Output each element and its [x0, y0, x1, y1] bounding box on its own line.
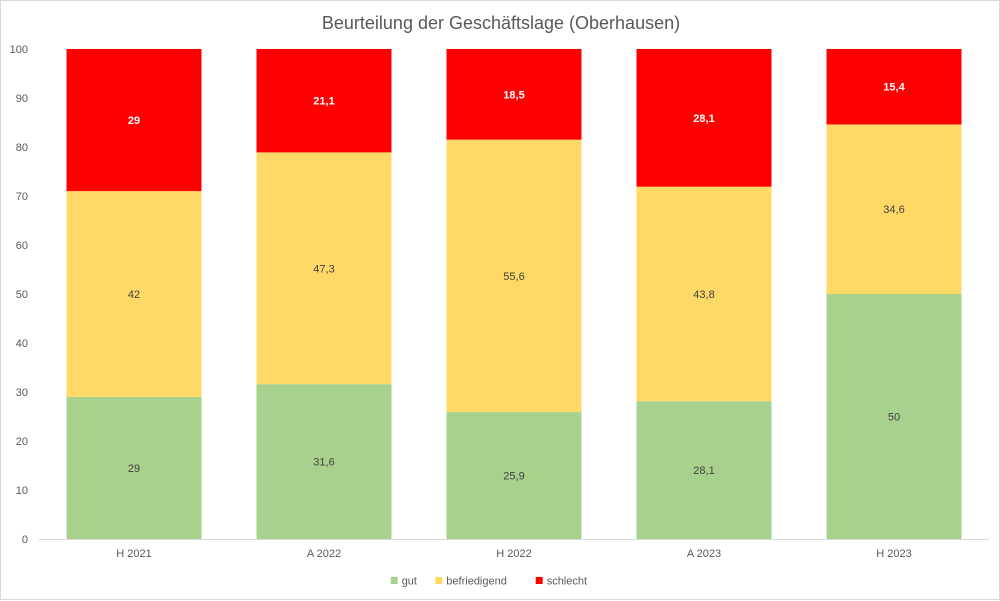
bar-schlecht [446, 49, 582, 140]
y-tick-label: 10 [16, 485, 28, 497]
data-label-gut: 28,1 [693, 465, 714, 477]
bar-befriedigend [66, 191, 202, 397]
data-label-schlecht: 21,1 [313, 96, 334, 108]
legend-swatch-gut [390, 577, 398, 584]
bar-gut [66, 396, 202, 539]
data-label-schlecht: 18,5 [503, 89, 524, 101]
bar-schlecht [826, 49, 962, 125]
data-label-schlecht: 29 [128, 115, 140, 127]
x-tick-label: H 2023 [876, 548, 911, 560]
y-tick-label: 0 [22, 534, 28, 546]
bars [66, 49, 962, 539]
bar-gut [636, 401, 772, 539]
bar-schlecht [256, 49, 392, 153]
legend-swatch-schlecht [535, 577, 543, 584]
y-tick-label: 20 [16, 436, 28, 448]
legend-label-schlecht: schlecht [547, 576, 587, 588]
data-label-schlecht: 15,4 [883, 82, 905, 94]
y-tick-label: 60 [16, 240, 28, 252]
bar-gut [826, 294, 962, 539]
legend: gut befriedigend schlecht [390, 576, 587, 588]
data-label-gut: 29 [128, 463, 140, 475]
chart-title: Beurteilung der Geschäftslage (Oberhause… [322, 13, 680, 33]
data-label-gut: 25,9 [503, 471, 524, 483]
x-tick-label: H 2021 [116, 548, 151, 560]
legend-swatch-befriedigend [435, 577, 443, 584]
y-tick-label: 70 [16, 191, 28, 203]
data-labels: 29 42 29 31,6 47,3 21,1 25,9 55,6 18,5 28,1 43,8 28… [128, 82, 906, 483]
bar-schlecht [636, 49, 772, 187]
data-label-befriedigend: 43,8 [693, 289, 714, 301]
y-tick-label: 80 [16, 142, 28, 154]
bar-befriedigend [256, 152, 392, 385]
y-tick-label: 40 [16, 338, 28, 350]
y-tick-label: 30 [16, 387, 28, 399]
bar-schlecht [66, 49, 202, 192]
bar-befriedigend [826, 124, 962, 295]
data-label-befriedigend: 55,6 [503, 271, 524, 283]
y-tick-label: 90 [16, 93, 28, 105]
x-tick-label: A 2022 [307, 548, 341, 560]
data-label-schlecht: 28,1 [693, 113, 714, 125]
bar-befriedigend [446, 139, 582, 413]
x-tick-label: A 2023 [687, 548, 721, 560]
data-label-gut: 50 [888, 412, 900, 424]
bar-gut [446, 412, 582, 539]
data-label-gut: 31,6 [313, 457, 334, 469]
data-label-befriedigend: 42 [128, 289, 140, 301]
legend-label-befriedigend: befriedigend [446, 576, 507, 588]
data-label-befriedigend: 47,3 [313, 263, 334, 275]
y-tick-label: 50 [16, 289, 28, 301]
axes: 0 10 20 30 40 50 60 70 80 90 100 H 2021 A 2022 H 2022… [10, 44, 989, 560]
bar-befriedigend [636, 186, 772, 402]
y-tick-label: 100 [10, 44, 28, 56]
legend-label-gut: gut [402, 576, 417, 588]
x-tick-label: H 2022 [496, 548, 531, 560]
bar-gut [256, 384, 392, 539]
data-label-befriedigend: 34,6 [883, 204, 904, 216]
